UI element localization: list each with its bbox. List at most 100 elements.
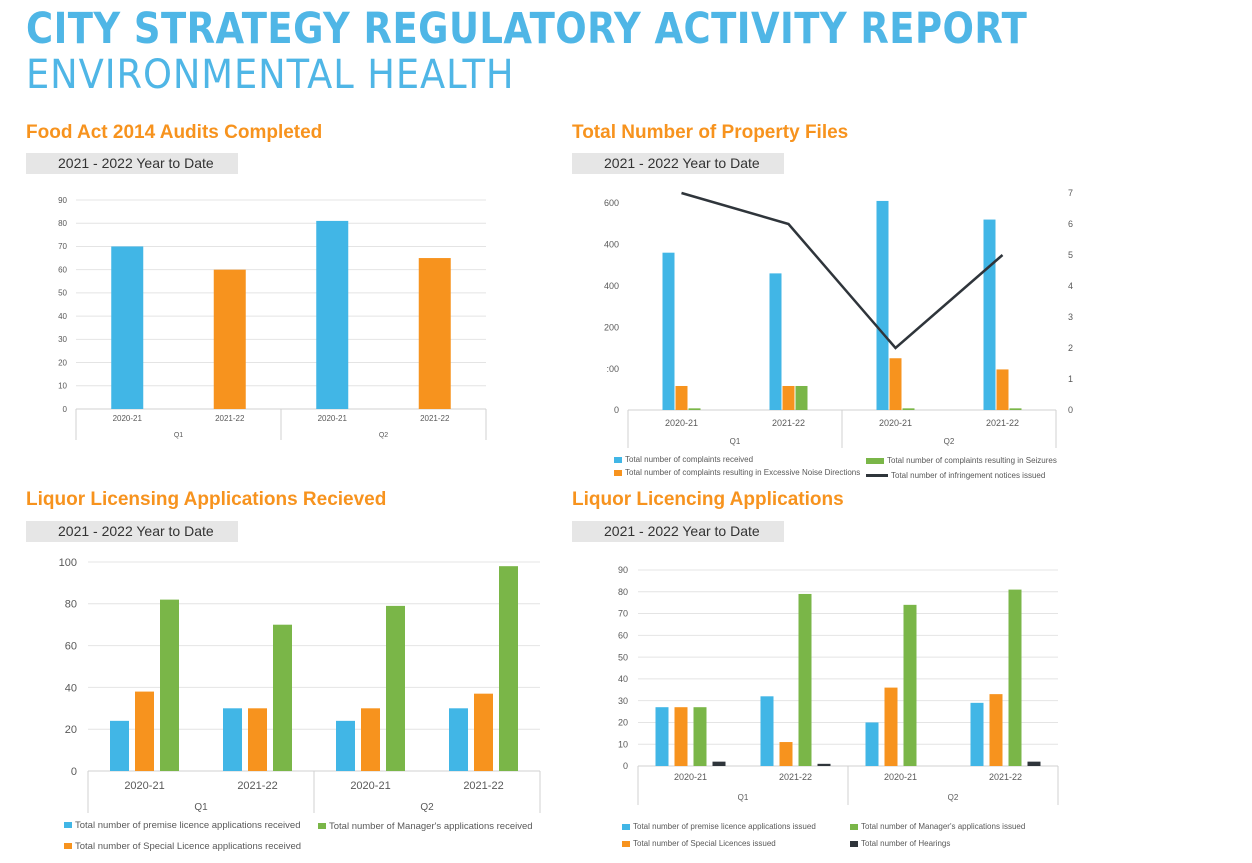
bar <box>889 358 902 410</box>
legend-item-complaints-received: Total number of complaints received <box>614 455 753 465</box>
y-tick-label: 80 <box>58 219 67 228</box>
y-tick-label: 40 <box>58 312 67 321</box>
bar <box>779 742 793 766</box>
y-tick-label: 10 <box>58 382 67 391</box>
report-subtitle: ENVIRONMENTAL HEALTH <box>26 52 515 98</box>
y-tick-label: 40 <box>618 674 628 684</box>
bar <box>817 763 831 766</box>
legend-item-manager-issued: Total number of Manager's applications i… <box>850 822 1025 832</box>
x-tick-label: 2020-21 <box>124 780 164 792</box>
y-tick-label: 0 <box>623 761 628 771</box>
panel-title-liquor-received: Liquor Licensing Applications Recieved <box>26 489 387 510</box>
bar <box>111 246 144 409</box>
legend-swatch-blue <box>614 456 622 463</box>
bar <box>675 385 688 410</box>
bar <box>336 720 355 771</box>
y-tick-label: 0 <box>63 405 68 414</box>
legend-item-noise-directions: Total number of complaints resulting in … <box>614 468 860 478</box>
legend-item-premise-received: Total number of premise licence applicat… <box>64 821 300 831</box>
y-right-tick-label: 0 <box>1068 405 1073 415</box>
y-tick-label: 50 <box>618 652 628 662</box>
bar <box>474 693 493 771</box>
legend-swatch-green <box>318 823 326 830</box>
y-right-tick-label: 2 <box>1068 343 1073 353</box>
period-label-liquor-received: 2021 - 2022 Year to Date <box>26 521 238 542</box>
x-tick-label: 2021-22 <box>772 418 805 428</box>
y-right-tick-label: 4 <box>1068 281 1073 291</box>
bar <box>160 599 179 771</box>
bar <box>795 385 808 410</box>
y-tick-label: 0 <box>71 766 77 778</box>
x-tick-label: 2021-22 <box>779 772 812 782</box>
x-tick-label: 2021-22 <box>215 414 245 423</box>
group-label: Q2 <box>944 437 955 446</box>
bar <box>902 408 915 410</box>
bar <box>989 694 1003 766</box>
bar <box>983 219 996 410</box>
bar <box>386 605 405 771</box>
bar <box>782 385 795 410</box>
x-tick-label: 2021-22 <box>420 414 450 423</box>
x-tick-label: 2020-21 <box>113 414 143 423</box>
panel-title-property-files: Total Number of Property Files <box>572 122 849 143</box>
bar <box>135 691 154 771</box>
legend-swatch-orange <box>614 469 622 476</box>
series-line <box>681 191 1004 350</box>
bar <box>662 252 675 410</box>
y-tick-label: 60 <box>618 630 628 640</box>
y-tick-label: 70 <box>618 609 628 619</box>
y-right-tick-label: 1 <box>1068 374 1073 384</box>
report-title: CITY STRATEGY REGULATORY ACTIVITY REPORT <box>26 4 1028 54</box>
x-tick-label: 2021-22 <box>463 780 503 792</box>
legend-swatch-line <box>866 474 888 478</box>
y-tick-label: 400 <box>604 240 619 250</box>
y-tick-label: 20 <box>58 358 67 367</box>
bar <box>760 696 774 766</box>
x-tick-label: 2020-21 <box>884 772 917 782</box>
x-tick-label: 2021-22 <box>986 418 1019 428</box>
bar <box>316 220 349 409</box>
x-tick-label: 2021-22 <box>237 780 277 792</box>
y-tick-label: 90 <box>618 565 628 575</box>
period-label-food-act: 2021 - 2022 Year to Date <box>26 153 238 174</box>
x-tick-label: 2021-22 <box>989 772 1022 782</box>
y-tick-label: 10 <box>618 739 628 749</box>
y-tick-label: 60 <box>58 265 67 274</box>
bar <box>876 200 889 410</box>
bar <box>655 707 669 766</box>
bar <box>223 708 242 771</box>
legend-item-special-received: Total number of Special Licence applicat… <box>64 842 301 852</box>
bar <box>1027 761 1041 766</box>
y-tick-label: 90 <box>58 196 67 205</box>
legend-item-hearings: Total number of Hearings <box>850 839 950 849</box>
bar <box>674 707 688 766</box>
y-tick-label: 100 <box>59 557 77 569</box>
legend-swatch-blue <box>622 823 630 830</box>
bar <box>1008 589 1022 766</box>
y-tick-label: 50 <box>58 289 67 298</box>
y-tick-label: 40 <box>65 682 77 694</box>
period-label-property-files: 2021 - 2022 Year to Date <box>572 153 784 174</box>
x-tick-label: 2020-21 <box>879 418 912 428</box>
legend-swatch-green <box>850 823 858 830</box>
y-tick-label: 80 <box>65 599 77 611</box>
bar <box>110 720 129 771</box>
legend-item-manager-received: Total number of Manager's applications r… <box>318 822 533 832</box>
bar <box>213 269 246 409</box>
group-label: Q1 <box>730 437 741 446</box>
group-label: Q1 <box>194 802 208 813</box>
bar <box>693 707 707 766</box>
x-tick-label: 2020-21 <box>674 772 707 782</box>
x-tick-label: 2020-21 <box>665 418 698 428</box>
bar <box>1009 408 1022 410</box>
period-label-liquor-applications: 2021 - 2022 Year to Date <box>572 521 784 542</box>
panel-title-liquor-applications: Liquor Licencing Applications <box>572 489 844 510</box>
legend-swatch-dark <box>850 840 858 847</box>
bar <box>248 708 267 771</box>
bar <box>769 273 782 410</box>
bar <box>798 593 812 766</box>
legend-item-premise-issued: Total number of premise licence applicat… <box>622 822 816 832</box>
